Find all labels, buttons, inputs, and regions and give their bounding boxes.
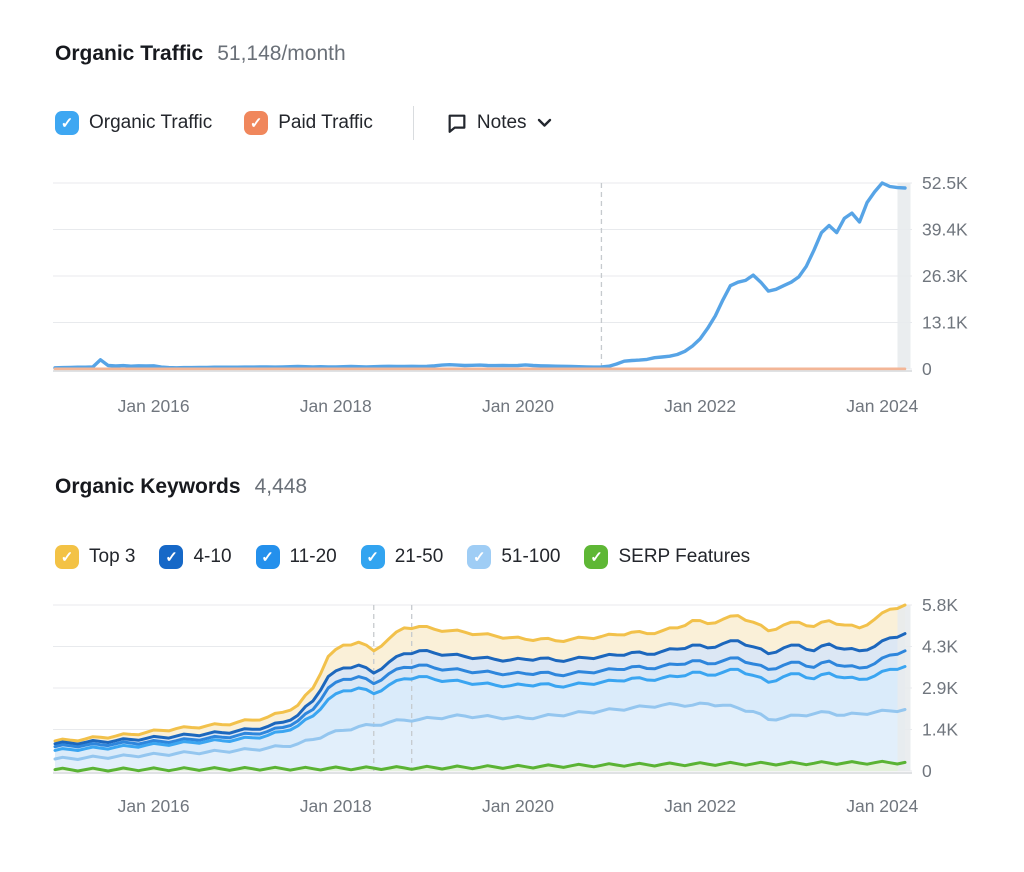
organic-traffic-value: 51,148/month xyxy=(217,42,346,65)
y-axis-label: 52.5K xyxy=(922,173,968,193)
legend-label-paid-traffic: Paid Traffic xyxy=(278,112,373,133)
traffic-legend: Organic Traffic Paid Traffic Notes xyxy=(55,106,552,140)
legend-item-11-20[interactable]: 11-20 xyxy=(255,545,337,569)
checkbox-serp-features[interactable] xyxy=(584,545,609,569)
y-axis-label: 13.1K xyxy=(922,313,968,333)
legend-item-serp-features[interactable]: SERP Features xyxy=(584,545,750,569)
organic-keywords-header: Organic Keywords 4,448 xyxy=(55,475,307,499)
y-axis-label: 5.8K xyxy=(922,595,958,615)
x-axis-label: Jan 2016 xyxy=(118,396,190,416)
checkbox-11-20[interactable] xyxy=(255,545,280,569)
legend-item-51-100[interactable]: 51-100 xyxy=(467,545,560,569)
legend-label-4-10: 4-10 xyxy=(193,546,232,567)
y-axis-label: 2.9K xyxy=(922,678,958,698)
x-axis-label: Jan 2024 xyxy=(846,396,918,416)
organic-keywords-chart[interactable]: 5.8K 4.3K 2.9K 1.4K 0 Jan 2016 Jan 2018 Jan 202… xyxy=(0,592,1024,872)
legend-label-11-20: 11-20 xyxy=(289,546,337,567)
series-line-51-100[interactable] xyxy=(53,701,907,761)
y-axis-label: 0 xyxy=(922,761,932,781)
organic-traffic-header: Organic Traffic 51,148/month xyxy=(55,42,346,66)
y-axis-label: 0 xyxy=(922,359,932,379)
y-axis-label: 26.3K xyxy=(922,266,968,286)
area-serp-features xyxy=(55,761,905,771)
latest-period-band xyxy=(897,605,911,771)
series-line-top-3[interactable] xyxy=(53,603,907,743)
x-axis-label: Jan 2016 xyxy=(118,796,190,816)
x-axis-label: Jan 2020 xyxy=(482,396,554,416)
legend-item-paid-traffic[interactable]: Paid Traffic xyxy=(244,111,373,135)
legend-item-top3[interactable]: Top 3 xyxy=(55,545,135,569)
legend-label-serp-features: SERP Features xyxy=(618,546,751,567)
chevron-down-icon xyxy=(537,118,552,128)
checkbox-top3[interactable] xyxy=(55,545,79,569)
x-axis-label: Jan 2022 xyxy=(664,796,736,816)
organic-traffic-chart[interactable]: 52.5K 39.4K 26.3K 13.1K 0 Jan 2016 Jan 2018 Jan… xyxy=(0,158,1024,420)
notes-icon xyxy=(446,112,468,135)
checkbox-paid-traffic[interactable] xyxy=(244,111,269,135)
checkbox-21-50[interactable] xyxy=(360,545,385,569)
series-line-4-10[interactable] xyxy=(53,632,907,746)
organic-traffic-title: Organic Traffic xyxy=(55,42,204,65)
organic-keywords-title: Organic Keywords xyxy=(55,475,241,498)
x-axis-label: Jan 2020 xyxy=(482,796,554,816)
checkbox-4-10[interactable] xyxy=(159,545,184,569)
keywords-legend: Top 3 4-10 11-20 21-50 51-100 SERP Featu… xyxy=(55,542,750,572)
checkbox-51-100[interactable] xyxy=(467,545,492,569)
series-line-serp-features[interactable] xyxy=(53,759,907,773)
notes-control[interactable]: Notes xyxy=(446,112,552,135)
legend-label-51-100: 51-100 xyxy=(501,546,561,567)
legend-divider xyxy=(412,106,414,140)
legend-item-4-10[interactable]: 4-10 xyxy=(159,545,232,569)
legend-item-organic-traffic[interactable]: Organic Traffic xyxy=(55,111,212,135)
latest-period-band xyxy=(897,183,911,369)
x-axis-label: Jan 2024 xyxy=(846,796,918,816)
series-line-organic-traffic[interactable] xyxy=(53,181,907,370)
y-axis-label: 39.4K xyxy=(922,220,968,240)
legend-label-organic-traffic: Organic Traffic xyxy=(89,112,213,133)
series-line-11-20[interactable] xyxy=(53,649,907,749)
organic-keywords-value: 4,448 xyxy=(254,475,308,498)
x-axis-label: Jan 2022 xyxy=(664,396,736,416)
legend-label-21-50: 21-50 xyxy=(394,546,444,567)
legend-item-21-50[interactable]: 21-50 xyxy=(360,545,444,569)
x-axis-label: Jan 2018 xyxy=(300,796,372,816)
checkbox-organic-traffic[interactable] xyxy=(55,111,79,135)
y-axis-label: 4.3K xyxy=(922,637,958,657)
area-51-100 xyxy=(55,703,905,771)
y-axis-label: 1.4K xyxy=(922,720,958,740)
x-axis-label: Jan 2018 xyxy=(300,396,372,416)
series-line-21-50[interactable] xyxy=(53,665,907,752)
notes-label: Notes xyxy=(476,112,527,133)
legend-label-top3: Top 3 xyxy=(89,546,136,567)
